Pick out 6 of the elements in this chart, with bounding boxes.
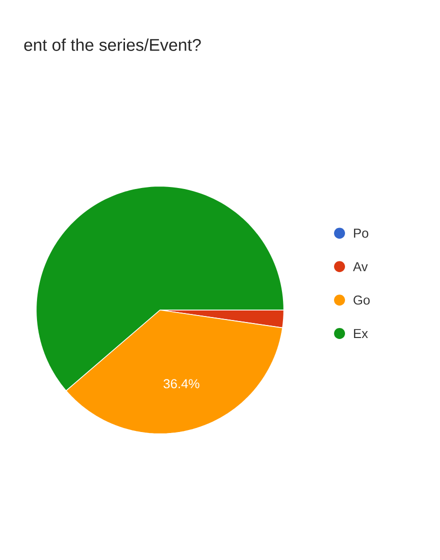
chart-title: ent of the series/Event? [24, 38, 201, 51]
legend-label: Ex [354, 329, 368, 338]
data-label: 36.4% [164, 379, 200, 388]
legend-label: Av [352, 262, 368, 272]
legend-label: Go [354, 296, 370, 305]
legend-label: Po [354, 228, 368, 238]
